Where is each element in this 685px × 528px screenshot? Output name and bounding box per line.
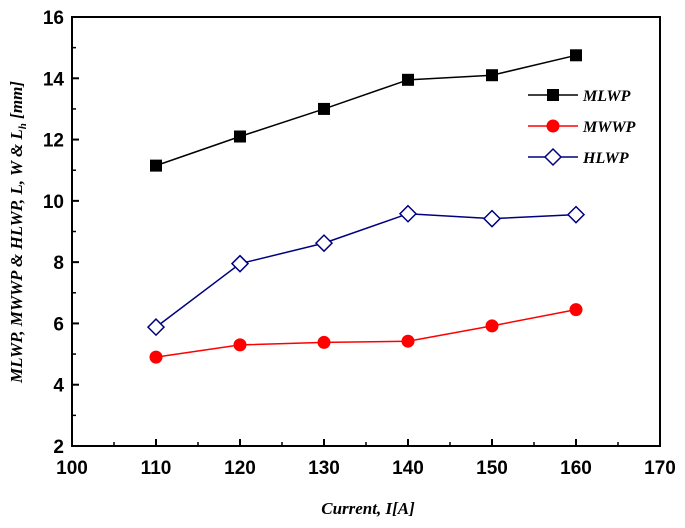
- series-line-mlwp: [155, 54, 577, 167]
- data-point-mwwp: [485, 319, 499, 333]
- y-tick-label: 16: [43, 8, 64, 29]
- data-point-mwwp: [317, 335, 331, 349]
- legend-label-mwwp: MWWP: [582, 119, 636, 136]
- data-point-mlwp: [318, 102, 330, 115]
- legend-label-hlwp: HLWP: [582, 150, 629, 167]
- y-axis-title-main: MLWP, MWWP & HLWP, L, W & L: [7, 129, 26, 384]
- x-tick-label: 120: [224, 458, 256, 479]
- y-tick-label: 14: [43, 69, 65, 90]
- plot-frame: [71, 16, 661, 447]
- y-tick-label: 6: [53, 314, 64, 335]
- series-mlwp: [150, 49, 582, 172]
- legend-label-mlwp: MLWP: [582, 88, 631, 105]
- y-axis-title-subscript: h: [17, 123, 29, 129]
- x-tick-label: 110: [141, 458, 172, 479]
- data-point-mwwp: [233, 338, 247, 352]
- data-point-mwwp: [149, 350, 163, 364]
- series-line-hlwp: [155, 212, 577, 328]
- y-tick-label: 8: [53, 253, 64, 274]
- data-point-mlwp: [402, 73, 414, 86]
- data-point-hlwp: [482, 209, 502, 228]
- x-tick-label: 140: [392, 458, 424, 479]
- y-axis-title: MLWP, MWWP & HLWP, L, W & Lh [mm]: [7, 81, 29, 384]
- data-point-hlwp: [566, 205, 586, 224]
- data-point-hlwp: [314, 234, 334, 253]
- axes: 100 110 120 130 140 150 160 170 2 4 6 8 10 12 14 16: [43, 8, 676, 479]
- series-line-mwwp: [155, 308, 577, 358]
- data-point-mlwp: [234, 130, 246, 143]
- series-mwwp: [149, 303, 583, 364]
- legend-marker-mlwp: [547, 89, 559, 101]
- data-point-mwwp: [569, 303, 583, 317]
- series-layer: [146, 49, 586, 364]
- data-point-mlwp: [570, 49, 582, 62]
- data-point-hlwp: [398, 204, 418, 223]
- y-tick-label: 2: [53, 437, 64, 458]
- x-axis-title: Current, I[A]: [321, 499, 415, 518]
- legend: MLWP MWWP HLWP: [528, 88, 636, 167]
- legend-marker-hlwp: [543, 147, 563, 167]
- y-axis-title-unit: [mm]: [7, 81, 26, 123]
- x-tick-label: 100: [56, 458, 88, 479]
- x-tick-label: 150: [476, 458, 508, 479]
- x-tick-label: 130: [308, 458, 340, 479]
- data-point-hlwp: [146, 318, 166, 337]
- data-point-mlwp: [150, 159, 162, 172]
- x-tick-label: 160: [560, 458, 592, 479]
- y-tick-label: 12: [43, 131, 64, 152]
- data-point-mlwp: [486, 69, 498, 82]
- legend-marker-mwwp: [546, 119, 560, 133]
- data-point-mwwp: [401, 334, 415, 348]
- series-hlwp: [146, 204, 586, 337]
- x-tick-label: 170: [644, 458, 676, 479]
- y-tick-label: 4: [53, 376, 64, 397]
- data-point-hlwp: [230, 254, 250, 273]
- y-tick-label: 10: [43, 192, 64, 213]
